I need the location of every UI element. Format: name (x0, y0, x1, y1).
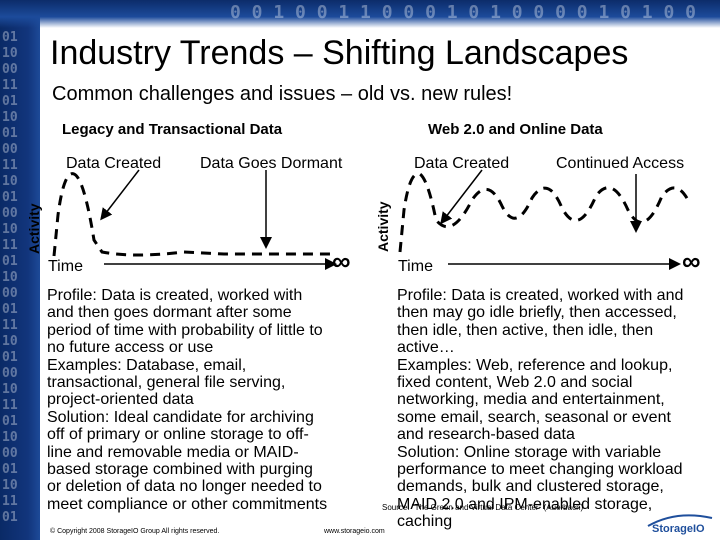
left_panel-text-line: Profile: Data is created, worked with (47, 287, 303, 304)
left-axis-time: Time (48, 258, 83, 275)
right_panel-text-line: networking, media and entertainment, (397, 391, 665, 409)
left-panel-heading: Legacy and Transactional Data (62, 121, 283, 138)
binary-pattern-top: 0 0 1 0 0 1 1 0 0 0 1 0 1 0 0 0 0 1 0 1 … (230, 2, 696, 23)
top-banner: 0 0 1 0 0 1 1 0 0 0 1 0 1 0 0 0 0 1 0 1 … (0, 0, 720, 28)
logo-text: StorageIO (652, 523, 705, 535)
right-label-created: Data Created (414, 155, 510, 172)
right_panel-text-line: Examples: Web, reference and lookup, (397, 356, 673, 374)
left-label-dormant: Data Goes Dormant (200, 155, 343, 172)
left-label-created: Data Created (66, 155, 162, 172)
right-activity-chart (398, 169, 690, 270)
right_panel-text-line: MAID 2.0 and IPM-enabled storage, (397, 495, 653, 513)
footer-website: www.storageio.com (324, 528, 385, 535)
storageio-logo: StorageIO (646, 508, 714, 536)
left_panel-text-line: project-oriented data (47, 391, 194, 409)
left_panel-text-line: or deletion of data no longer needed to (47, 478, 322, 496)
right-label-access: Continued Access (556, 155, 685, 172)
right_panel-text-line: performance to meet changing workload (397, 461, 683, 479)
right_panel-text-line: fixed content, Web 2.0 and social (397, 374, 633, 392)
right_panel-text-line: demands, bulk and clustered storage, (397, 478, 664, 496)
right-axis-time: Time (398, 258, 433, 275)
right_panel-text-line: Profile: Data is created, worked with an… (397, 287, 684, 304)
slide-title: Industry Trends – Shifting Landscapes (50, 34, 629, 72)
right-panel-heading: Web 2.0 and Online Data (428, 121, 603, 138)
left-arrow-created (100, 169, 140, 221)
right-infinity-symbol: ∞ (682, 246, 701, 276)
binary-pattern-side: 01 10 00 11 01 10 01 00 11 10 01 00 10 11 01 10 00 01 11 10… (2, 30, 18, 525)
right-activity-curve (398, 172, 690, 253)
right-axis-activity: Activity (375, 201, 391, 252)
side-banner: 01 10 00 11 01 10 01 00 11 10 01 00 10 11 01 10 00 01 11 10… (0, 0, 40, 540)
footer-source: Source: "The Green and Virtual Data Cent… (382, 503, 584, 512)
left_panel-text-line: based storage combined with purging (47, 461, 313, 479)
left_panel-text-line: Examples: Database, email, (47, 356, 247, 374)
right_panel-text-line: then may go idle briefly, then accessed, (397, 304, 677, 322)
right-profile-text: Profile: Data is created, worked with an… (397, 287, 683, 531)
left_panel-text-line: period of time with probability of littl… (47, 321, 323, 339)
right_panel-text-line: caching (397, 513, 453, 531)
logo-swoosh-icon: StorageIO (647, 514, 713, 535)
right_panel-text-line: and research-based data (397, 426, 575, 444)
slide-subtitle: Common challenges and issues – old vs. n… (52, 83, 513, 105)
left_panel-text-line: line and removable media or MAID- (47, 443, 299, 461)
left-activity-chart (52, 169, 337, 270)
left_panel-text-line: meet compliance or other commitments (47, 495, 328, 513)
right_panel-text-line: some email, search, seasonal or event (397, 408, 671, 426)
left_panel-text-line: and then goes dormant after some (47, 304, 292, 322)
right-arrow-created (440, 169, 483, 225)
left_panel-text-line: Solution: Ideal candidate for archiving (47, 408, 314, 426)
left_panel-text-line: transactional, general file serving, (47, 374, 286, 392)
left-axis-activity: Activity (26, 203, 42, 254)
right_panel-text-line: Solution: Online storage with variable (397, 443, 662, 461)
left_panel-text-line: no future access or use (47, 339, 214, 357)
footer-copyright: © Copyright 2008 StorageIO Group All rig… (50, 528, 220, 535)
left-activity-curve (52, 172, 334, 257)
right_panel-text-line: then idle, then active, then idle, then (397, 321, 654, 339)
left_panel-text-line: off of primary or online storage to off- (47, 426, 309, 444)
left-profile-text: Profile: Data is created, worked with and… (47, 287, 327, 513)
right_panel-text-line: active… (397, 339, 455, 357)
